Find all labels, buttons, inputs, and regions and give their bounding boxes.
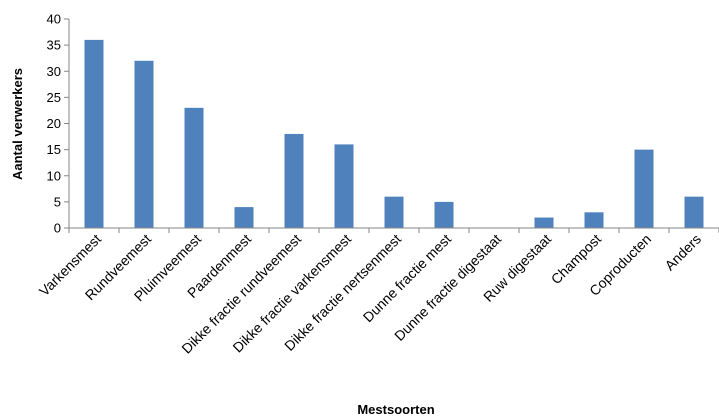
- bar: [584, 212, 604, 228]
- bar: [84, 39, 104, 229]
- bar: [234, 207, 254, 228]
- bar: [284, 133, 304, 228]
- bar: [634, 149, 654, 229]
- x-tick-label: Anders: [661, 231, 704, 274]
- bar: [534, 217, 554, 228]
- y-tick-labels: 0 5 10 15 20 25 30 35 40: [47, 12, 61, 236]
- y-tick-label: 30: [47, 64, 61, 79]
- axes: [64, 18, 719, 233]
- bar: [384, 196, 404, 228]
- bar: [684, 196, 704, 228]
- x-axis-title: Mestsoorten: [357, 402, 434, 417]
- y-axis-title: Aantal verwerkers: [10, 68, 25, 180]
- y-tick-label: 15: [47, 142, 61, 157]
- bar-group: [84, 39, 704, 229]
- bar: [434, 201, 454, 229]
- bar: [184, 107, 204, 228]
- y-tick-label: 20: [47, 116, 61, 131]
- y-tick-label: 35: [47, 38, 61, 53]
- y-tick-label: 0: [54, 221, 61, 236]
- x-tick-label: Dunne fractie mest: [360, 231, 454, 325]
- y-tick-label: 10: [47, 168, 61, 183]
- x-tick-labels: VarkensmestRundveemestPluimveemestPaarde…: [36, 231, 704, 357]
- y-tick-label: 25: [47, 90, 61, 105]
- y-tick-label: 5: [54, 194, 61, 209]
- y-tick-label: 40: [47, 12, 61, 27]
- bar: [334, 144, 354, 228]
- bar: [134, 60, 154, 228]
